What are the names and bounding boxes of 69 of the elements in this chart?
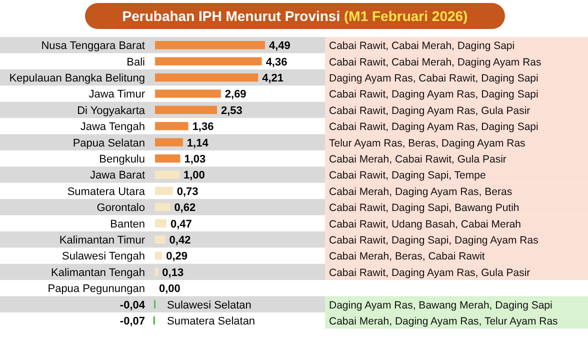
text: Telur Ayam Ras, Beras, Daging Ayam Ras: [329, 137, 526, 150]
data-label: 1,00: [184, 170, 205, 182]
y-tick-label: Jawa Barat: [90, 170, 145, 182]
bar: [155, 235, 166, 244]
text: Cabai Rawit, Cabai Merah, Daging Sapi: [329, 40, 515, 52]
y-tick-label: Papua Selatan: [72, 137, 145, 150]
data-label: -0,07: [120, 316, 145, 328]
data-label: -0,04: [120, 299, 146, 312]
y-tick-label: Jawa Tengah: [80, 121, 145, 134]
y-tick-label: Banten: [110, 218, 145, 230]
bar: [155, 106, 217, 114]
data-label: 4,21: [262, 72, 284, 84]
data-label: 2,53: [220, 104, 242, 117]
y-tick-label: Kepulauan Bangka Belitung: [9, 72, 145, 84]
text: Cabai Merah, Beras, Cabai Rawit: [329, 250, 485, 263]
data-label: 0,73: [176, 186, 198, 198]
bar: [155, 73, 258, 82]
data-label: 0,29: [166, 250, 188, 263]
data-label: 0,00: [159, 283, 180, 296]
data-label: 0,47: [170, 218, 192, 230]
y-tick-label: Bengkulu: [99, 154, 145, 166]
text: Cabai Merah, Daging Ayam Ras, Telur Ayam Ras: [329, 316, 558, 328]
data-label: 1,03: [184, 154, 206, 166]
data-label: 0,42: [169, 234, 191, 246]
text: Daging Ayam Ras, Bawang Merah, Daging Sapi: [329, 299, 552, 312]
data-label: 1,36: [192, 121, 214, 134]
y-tick-label: Sumatera Utara: [67, 186, 146, 198]
text: Cabai Merah, Daging Ayam Ras, Beras: [329, 186, 512, 198]
bar: [155, 203, 170, 212]
text: Daging Ayam Ras, Cabai Rawit, Daging Sapi: [329, 72, 538, 84]
data-label: 1,14: [186, 137, 210, 150]
text: Cabai Rawit, Udang Basah, Cabai Merah: [329, 218, 522, 230]
y-tick-label: Bali: [126, 56, 145, 68]
text: Cabai Rawit, Daging Ayam Ras, Daging Sapi: [329, 88, 538, 101]
text: Cabai Rawit, Daging Ayam Ras, Daging Sapi: [329, 121, 538, 134]
data-label: 4,36: [266, 56, 288, 68]
bar: [155, 122, 188, 130]
text: Cabai Rawit, Daging Sapi, Tempe: [329, 170, 486, 182]
text: Cabai Merah, Cabai Rawit, Gula Pasir: [329, 154, 507, 166]
y-tick-label: Kalimantan Tengah: [51, 266, 145, 279]
data-label: 0,62: [174, 202, 196, 214]
y-tick-label: Sulawesi Tengah: [62, 250, 145, 263]
text: Cabai Rawit, Daging Sapi, Bawang Putih: [329, 202, 520, 214]
bar: [155, 186, 173, 195]
y-tick-label: Kalimantan Timur: [59, 234, 146, 246]
y-tick-label: Jawa Timur: [88, 88, 146, 101]
text: (M1 Februari 2026): [340, 8, 468, 24]
bar: [155, 138, 183, 146]
text: Cabai Rawit, Daging Ayam Ras, Gula Pasir: [329, 104, 531, 117]
y-tick-label: Sumatera Selatan: [167, 316, 256, 328]
bar: [155, 170, 180, 179]
data-label: 4,49: [269, 40, 290, 52]
data-label: 0,13: [162, 266, 184, 279]
text: Cabai Rawit, Cabai Merah, Daging Ayam Ras: [329, 56, 542, 68]
bar: [155, 57, 262, 66]
data-label: 2,69: [224, 88, 246, 101]
bar: [155, 154, 180, 163]
bar: [155, 252, 162, 260]
y-tick-label: Sulawesi Selatan: [167, 299, 252, 312]
y-tick-label: Gorontalo: [96, 202, 145, 214]
text: Cabai Rawit, Daging Sapi, Daging Ayam Ras: [329, 234, 538, 246]
y-tick-label: Papua Pegunungan: [48, 283, 145, 296]
y-tick-label: Nusa Tenggara Barat: [41, 40, 145, 52]
chart-title: Perubahan IPH Menurut Provinsi: [122, 8, 340, 24]
bar: [155, 41, 265, 50]
y-tick-label: Di Yogyakarta: [77, 104, 146, 117]
bar: [155, 90, 221, 98]
text: Cabai Rawit, Daging Ayam Ras, Gula Pasir: [329, 266, 531, 279]
bar: [155, 219, 167, 228]
